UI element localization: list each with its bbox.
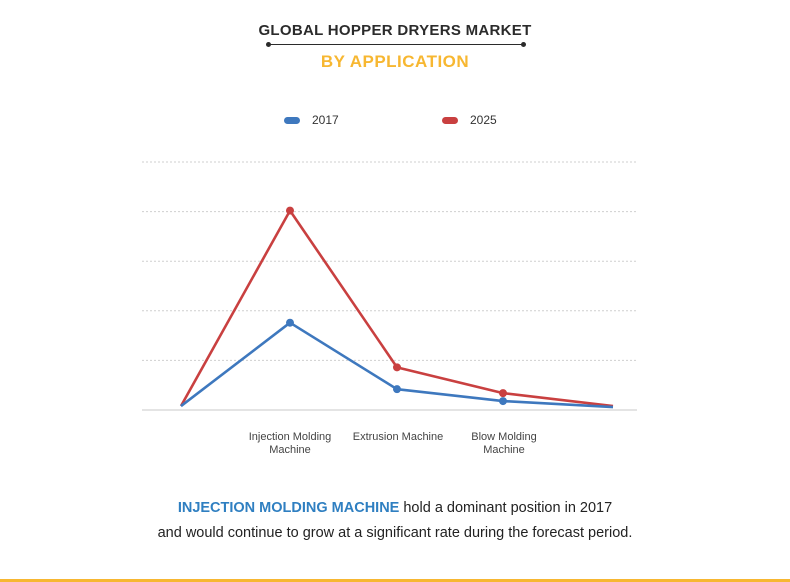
series-line-2025 <box>179 209 614 408</box>
summary-highlight: INJECTION MOLDING MACHINE <box>177 500 400 516</box>
underline-dot-left <box>266 42 271 47</box>
data-point-2017-2 <box>393 385 401 394</box>
data-point-2025-3 <box>499 389 507 398</box>
legend-label-2025: 2025 <box>470 113 497 127</box>
legend: 2017 2025 <box>0 113 790 129</box>
title-underline <box>266 42 526 47</box>
chart-subtitle: BY APPLICATION <box>320 52 470 71</box>
legend-item-2025: 2025 <box>442 113 497 127</box>
data-point-2017-3 <box>499 397 507 406</box>
x-tick-extrusion: Extrusion Machine <box>352 431 444 443</box>
summary-text: INJECTION MOLDING MACHINE hold a dominan… <box>0 496 790 546</box>
x-tick-blow-molding: Blow Molding Machine <box>471 431 537 456</box>
legend-swatch-2017 <box>284 116 300 124</box>
legend-label-2017: 2017 <box>312 113 339 127</box>
bottom-accent-bar <box>0 579 790 582</box>
data-point-2017-1 <box>286 318 294 327</box>
summary-line-1: INJECTION MOLDING MACHINE hold a dominan… <box>0 496 790 521</box>
data-point-2025-1 <box>286 206 294 215</box>
summary-line-1-rest: hold a dominant position in 2017 <box>399 500 613 516</box>
x-tick-injection-molding: Injection Molding Machine <box>248 431 332 456</box>
underline-dot-right <box>521 42 526 47</box>
legend-swatch-2025 <box>442 116 458 124</box>
legend-item-2017: 2017 <box>284 113 339 127</box>
summary-line-2: and would continue to grow at a signific… <box>157 525 633 541</box>
chart-title: GLOBAL HOPPER DRYERS MARKET <box>258 22 532 39</box>
data-point-2025-2 <box>393 363 401 372</box>
